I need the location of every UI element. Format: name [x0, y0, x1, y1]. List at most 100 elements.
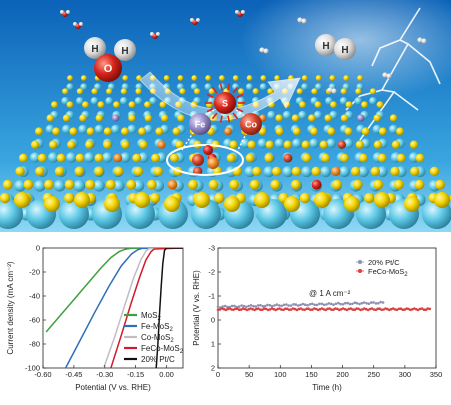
- series-point-0: [217, 306, 220, 309]
- s-atom: [356, 141, 364, 149]
- series-point-0: [276, 303, 279, 306]
- series-point-0: [344, 302, 347, 305]
- s-atom: [82, 101, 89, 108]
- legend-label-3: FeCo-MoS2: [141, 344, 184, 355]
- x-tick-label: 0: [216, 370, 220, 379]
- y-tick-label: -40: [29, 292, 40, 301]
- y-tick-label: -100: [25, 364, 40, 373]
- s-atom: [275, 114, 282, 121]
- mo-atom: [320, 166, 331, 177]
- series-point-0: [233, 305, 236, 308]
- mo-atom: [34, 180, 46, 192]
- s-atom: [435, 180, 445, 190]
- y-tick-label: -80: [29, 340, 40, 349]
- s-atom: [327, 127, 335, 135]
- water-h-label: H: [91, 44, 98, 55]
- series-point-0: [365, 302, 368, 305]
- mo-atom: [91, 97, 99, 105]
- s-atom: [69, 127, 77, 135]
- series-point-0: [269, 304, 272, 307]
- s-atom: [79, 114, 86, 121]
- series-point-0: [247, 305, 250, 308]
- mo-atom: [78, 125, 87, 134]
- s-atom: [47, 114, 54, 121]
- s-atom: [314, 192, 330, 208]
- series-point-0: [351, 303, 354, 306]
- x-tick-label: 200: [336, 370, 349, 379]
- s-atom: [355, 88, 361, 94]
- s-atom: [23, 180, 33, 190]
- s-atom: [3, 180, 13, 190]
- series-point-0: [370, 301, 373, 304]
- s-atom: [35, 167, 44, 176]
- s-atom: [284, 196, 300, 212]
- s-atom: [341, 88, 347, 94]
- h2-label: H: [341, 45, 348, 56]
- s-atom: [77, 88, 83, 94]
- water-h-label: H: [121, 46, 128, 57]
- s-atom: [284, 141, 292, 149]
- small-water-h: [60, 10, 64, 14]
- s-atom: [85, 141, 93, 149]
- dopant-atom: [357, 114, 364, 121]
- dopant-atom: [331, 167, 340, 176]
- mo-atom: [84, 152, 94, 162]
- s-atom: [134, 192, 150, 208]
- s-atom: [155, 127, 163, 135]
- s-atom: [247, 141, 255, 149]
- s-atom: [374, 141, 382, 149]
- water-o-label: O: [104, 63, 113, 75]
- series-point-0: [332, 303, 335, 306]
- s-atom: [377, 101, 384, 108]
- series-point-0: [363, 301, 366, 304]
- s-atom: [302, 75, 308, 81]
- series-point-0: [382, 301, 385, 304]
- s-atom: [55, 167, 64, 176]
- s-atom: [233, 75, 239, 81]
- series-point-0: [302, 303, 305, 306]
- s-atom: [94, 154, 103, 163]
- s-atom: [76, 154, 85, 163]
- s-atom: [104, 196, 120, 212]
- s-atom: [260, 75, 266, 81]
- s-atom: [164, 75, 170, 81]
- x-tick-label: 100: [274, 370, 287, 379]
- s-atom: [35, 127, 43, 135]
- s-atom: [270, 180, 280, 190]
- mo-atom: [127, 125, 136, 134]
- mo-atom: [301, 83, 308, 90]
- series-point-0: [311, 303, 314, 306]
- series-point-0: [257, 304, 260, 307]
- s-atom: [64, 193, 74, 203]
- small-h2-atom: [386, 73, 391, 78]
- small-water-h: [73, 22, 77, 26]
- mo-atom: [120, 97, 128, 105]
- s-atom: [276, 127, 284, 135]
- s-atom: [132, 154, 141, 163]
- s-atom: [144, 101, 151, 108]
- current-density-annotation: @ 1 A cm⁻²: [309, 289, 351, 298]
- s-atom: [351, 167, 360, 176]
- series-point-0: [271, 305, 274, 308]
- series-point-0: [377, 302, 380, 305]
- series-point-0: [304, 303, 307, 306]
- legend-marker-0: [358, 260, 362, 264]
- s-atom: [121, 88, 127, 94]
- s-atom: [344, 196, 360, 212]
- s-atom: [324, 114, 331, 121]
- series-point-0: [316, 304, 319, 307]
- s-atom: [173, 127, 181, 135]
- s-atom: [374, 192, 390, 208]
- series-point-0: [292, 303, 295, 306]
- series-point-0: [361, 302, 364, 305]
- x-tick-label: -0.15: [127, 370, 144, 379]
- mo-atom: [354, 97, 362, 105]
- s-atom: [330, 75, 336, 81]
- series-point-0: [240, 304, 243, 307]
- s-atom: [14, 192, 30, 208]
- s-atom: [65, 180, 75, 190]
- y-tick-label: 2: [211, 364, 215, 373]
- s-atom: [121, 141, 129, 149]
- series-point-0: [238, 305, 241, 308]
- s-atom: [81, 75, 87, 81]
